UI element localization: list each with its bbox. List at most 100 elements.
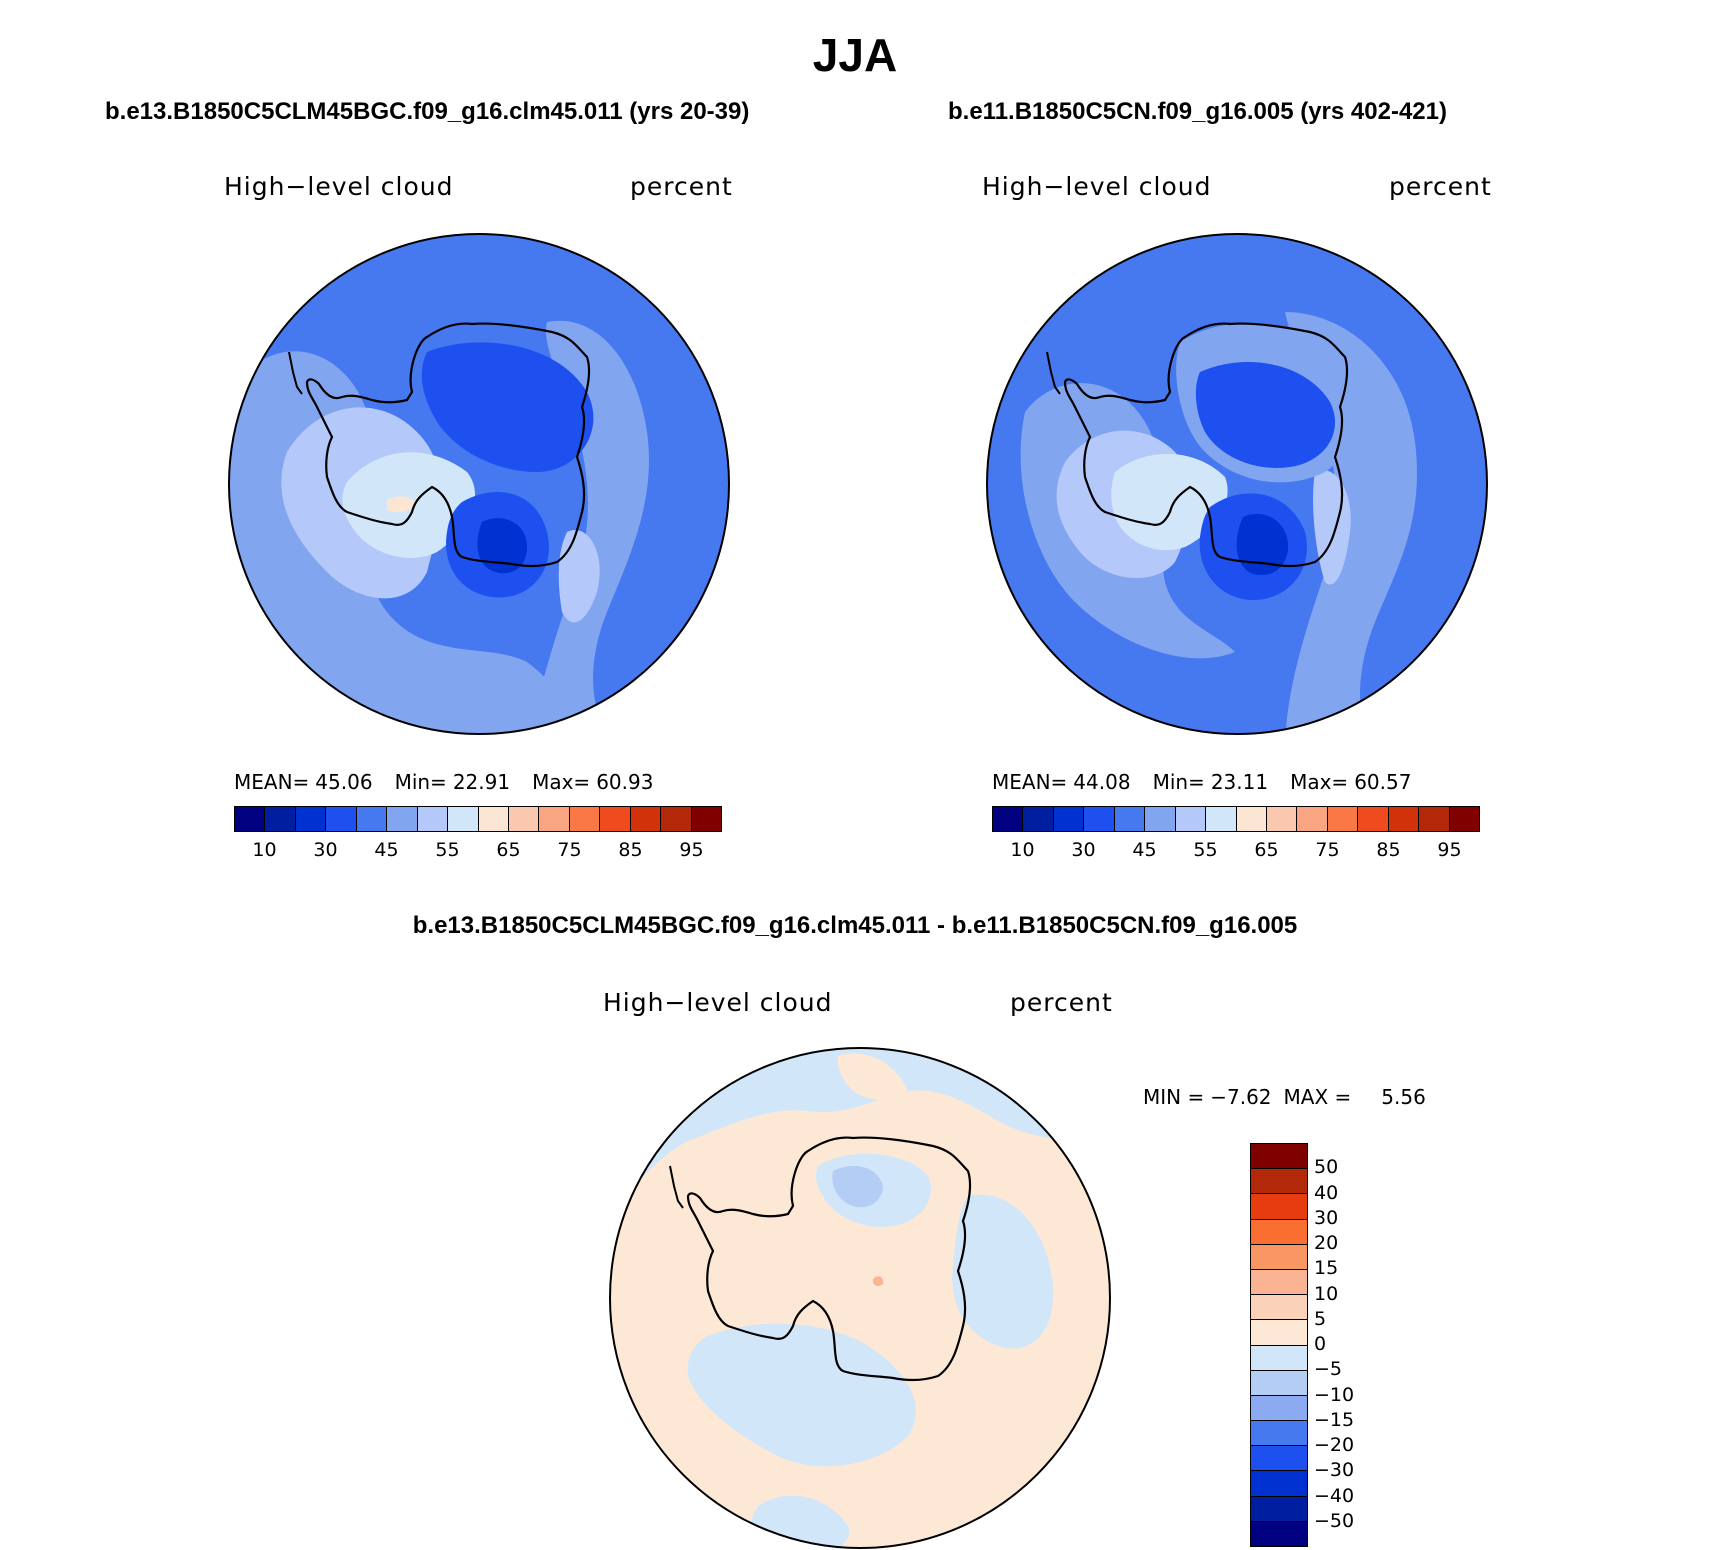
panel1-polar-map xyxy=(228,233,730,735)
colorbar-swatch xyxy=(1251,1421,1307,1447)
page-title: JJA xyxy=(812,29,898,81)
panel2-peninsula-line xyxy=(1046,351,1061,395)
diff-case-title: b.e13.B1850C5CLM45BGC.f09_g16.clm45.011 … xyxy=(412,912,1298,939)
panel2-map-border xyxy=(986,233,1488,735)
colorbar-swatch xyxy=(417,807,449,831)
panel2-mean-value: 44.08 xyxy=(1073,770,1131,794)
panel1-coastline xyxy=(305,322,591,568)
colorbar-tick-label: 85 xyxy=(618,839,643,861)
colorbar-swatch xyxy=(993,807,1024,831)
panel1-field-plateau-dark xyxy=(421,342,594,472)
colorbar-tick-label: 55 xyxy=(1193,839,1218,861)
panel2-colorbar xyxy=(992,806,1480,832)
panel2-colorbar-ticks: 10 30 45 55 65 75 85 95 xyxy=(992,839,1480,863)
colorbar-swatch xyxy=(1449,807,1479,831)
colorbar-tick-label: 45 xyxy=(1132,839,1157,861)
colorbar-tick-label: −30 xyxy=(1314,1459,1355,1482)
panel2-min-label: Min= xyxy=(1152,770,1205,794)
colorbar-tick-label: 5 xyxy=(1314,1307,1327,1330)
panel2-mean-label: MEAN= xyxy=(992,770,1068,794)
colorbar-swatch xyxy=(1251,1446,1307,1472)
colorbar-tick-label: 75 xyxy=(557,839,582,861)
colorbar-swatch xyxy=(1419,807,1450,831)
colorbar-swatch xyxy=(1251,1521,1307,1546)
panel1-units-label: percent xyxy=(630,172,733,201)
panel1-mean-label: MEAN= xyxy=(234,770,310,794)
panel1-field-core-darkest xyxy=(477,518,527,574)
colorbar-swatch xyxy=(1206,807,1237,831)
colorbar-swatch xyxy=(539,807,570,831)
panel1-field-east-pale xyxy=(558,530,600,623)
diff-min-label: MIN = xyxy=(1143,1085,1205,1109)
panel2-units-label: percent xyxy=(1389,172,1492,201)
diff-field-south-neg xyxy=(687,1323,916,1467)
diff-map-border xyxy=(609,1047,1111,1549)
diff-field-east-neg xyxy=(952,1194,1054,1349)
panel1-case-title: b.e13.B1850C5CLM45BGC.f09_g16.clm45.011 … xyxy=(105,98,750,125)
panel1-variable-label: High−level cloud xyxy=(224,172,454,201)
diff-min-value: −7.62 xyxy=(1210,1085,1272,1109)
colorbar-tick-label: 40 xyxy=(1314,1181,1339,1204)
colorbar-swatch xyxy=(1053,807,1085,831)
panel2-field-east-light xyxy=(1285,312,1417,734)
colorbar-swatch xyxy=(1251,1471,1307,1497)
diff-max-value: 5.56 xyxy=(1381,1085,1426,1109)
colorbar-tick-label: 45 xyxy=(374,839,399,861)
panel2-field-peninsula-pale xyxy=(1111,453,1228,551)
colorbar-swatch xyxy=(1327,807,1359,831)
colorbar-swatch xyxy=(1251,1370,1307,1396)
colorbar-tick-label: −40 xyxy=(1314,1484,1355,1507)
colorbar-swatch xyxy=(1251,1345,1307,1371)
colorbar-swatch xyxy=(295,807,327,831)
colorbar-tick-label: −50 xyxy=(1314,1509,1355,1532)
panel2-variable-label: High−level cloud xyxy=(982,172,1212,201)
panel2-polar-map xyxy=(986,233,1488,735)
panel2-max-label: Max= xyxy=(1290,770,1349,794)
colorbar-tick-label: 65 xyxy=(1254,839,1279,861)
diff-units-label: percent xyxy=(1010,988,1113,1017)
colorbar-tick-label: 65 xyxy=(496,839,521,861)
colorbar-tick-label: 10 xyxy=(252,839,277,861)
diff-coastline xyxy=(686,1136,972,1382)
colorbar-swatch xyxy=(1358,807,1389,831)
panel2-stats: MEAN= 44.08 Min= 23.11 Max= 60.57 xyxy=(992,770,1411,794)
diff-field-pole-neg2 xyxy=(832,1166,883,1208)
colorbar-tick-label: −15 xyxy=(1314,1408,1355,1431)
diff-peninsula-line xyxy=(669,1165,684,1209)
colorbar-swatch xyxy=(265,807,296,831)
colorbar-tick-label: 55 xyxy=(435,839,460,861)
colorbar-tick-label: 30 xyxy=(1314,1206,1339,1229)
colorbar-swatch xyxy=(661,807,692,831)
diff-field-warm-dot xyxy=(872,1276,884,1287)
colorbar-swatch xyxy=(1251,1194,1307,1220)
colorbar-swatch xyxy=(1251,1295,1307,1321)
diff-field-north-neg xyxy=(610,1048,1110,1206)
panel2-min-value: 23.11 xyxy=(1210,770,1269,794)
colorbar-tick-label: 30 xyxy=(1071,839,1096,861)
colorbar-swatch xyxy=(1145,807,1176,831)
colorbar-swatch xyxy=(1175,807,1207,831)
colorbar-tick-label: 20 xyxy=(1314,1232,1339,1254)
colorbar-swatch xyxy=(235,807,266,831)
colorbar-tick-label: 15 xyxy=(1314,1257,1339,1280)
colorbar-swatch xyxy=(508,807,540,831)
colorbar-tick-label: −20 xyxy=(1314,1434,1355,1456)
colorbar-swatch xyxy=(1251,1144,1307,1170)
panel1-peninsula-line xyxy=(288,351,303,395)
diff-polar-map xyxy=(609,1047,1111,1549)
colorbar-tick-label: −10 xyxy=(1314,1383,1355,1406)
colorbar-swatch xyxy=(1251,1219,1307,1245)
panel1-max-label: Max= xyxy=(532,770,591,794)
colorbar-swatch xyxy=(326,807,357,831)
colorbar-tick-label: 50 xyxy=(1314,1156,1339,1179)
colorbar-swatch xyxy=(1251,1169,1307,1195)
diff-colorbar xyxy=(1250,1143,1308,1547)
panel2-coastline xyxy=(1063,322,1349,568)
diff-max-label: MAX = xyxy=(1283,1085,1352,1109)
colorbar-swatch xyxy=(356,807,388,831)
colorbar-tick-label: 95 xyxy=(679,839,704,861)
panel1-colorbar-ticks: 10 30 45 55 65 75 85 95 xyxy=(234,839,722,863)
colorbar-swatch xyxy=(569,807,601,831)
colorbar-swatch xyxy=(448,807,479,831)
panel1-min-label: Min= xyxy=(394,770,447,794)
